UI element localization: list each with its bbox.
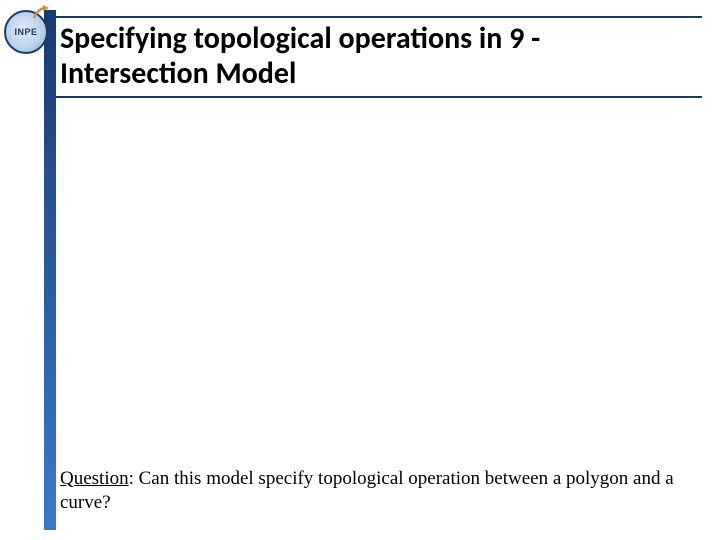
- top-horizontal-rule: [56, 16, 702, 18]
- slide-title: Specifying topological operations in 9 -…: [60, 22, 690, 91]
- logo-circle: INPE: [4, 10, 48, 54]
- question-text: Question: Can this model specify topolog…: [60, 467, 680, 516]
- title-line1: Specifying topological operations in 9 -: [60, 20, 540, 57]
- question-label: Question: [60, 468, 129, 489]
- logo-text: INPE: [14, 27, 37, 37]
- inpe-logo: INPE: [4, 10, 52, 58]
- title-line2: Intersection Model: [60, 55, 296, 92]
- sidebar-accent-bar: [44, 10, 56, 530]
- logo-arrow-icon: [32, 4, 52, 24]
- question-body: : Can this model specify topological ope…: [60, 468, 674, 514]
- slide: INPE Specifying topological operations i…: [0, 0, 720, 540]
- title-underline-rule: [56, 96, 702, 98]
